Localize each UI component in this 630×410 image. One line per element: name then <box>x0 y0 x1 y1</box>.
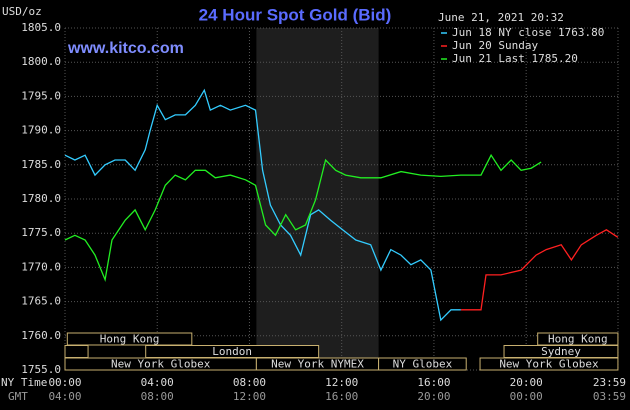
session-label: New York Globex <box>499 358 599 371</box>
session-label: New York Globex <box>111 358 211 371</box>
subtitle: www.kitco.com <box>67 40 184 57</box>
x2-tick-label: 03:59 <box>593 390 626 403</box>
x2-axis-label: GMT <box>8 390 28 403</box>
y-tick-label: 1795.0 <box>21 89 61 102</box>
x-tick-label: 08:00 <box>233 376 266 389</box>
session-label: NY Globex <box>393 358 453 371</box>
y-tick-label: 1785.0 <box>21 158 61 171</box>
y-tick-label: 1800.0 <box>21 55 61 68</box>
timestamp: June 21, 2021 20:32 <box>438 11 564 24</box>
y-tick-label: 1805.0 <box>21 21 61 34</box>
session-label: Hong Kong <box>548 333 608 346</box>
x2-tick-label: 12:00 <box>233 390 266 403</box>
y-tick-label: 1775.0 <box>21 226 61 239</box>
session-label: Hong Kong <box>100 333 160 346</box>
y-tick-label: 1770.0 <box>21 260 61 273</box>
x-tick-label: 00:00 <box>48 376 81 389</box>
price-line <box>64 153 542 283</box>
y-axis-label: USD/oz <box>2 5 42 18</box>
legend-label: Jun 20 Sunday <box>452 39 538 52</box>
y-tick-label: 1780.0 <box>21 192 61 205</box>
x2-tick-label: 00:00 <box>510 390 543 403</box>
x2-tick-label: 08:00 <box>141 390 174 403</box>
session-label: New York NYMEX <box>271 358 364 371</box>
price-line <box>460 229 619 311</box>
y-tick-label: 1765.0 <box>21 295 61 308</box>
session-label: London <box>212 345 252 358</box>
legend-label: Jun 18 NY close 1763.80 <box>452 26 604 39</box>
x2-tick-label: 16:00 <box>325 390 358 403</box>
session-box <box>479 357 619 371</box>
x-tick-label: 04:00 <box>141 376 174 389</box>
x-axis-label: NY Time <box>1 376 47 389</box>
x2-tick-label: 04:00 <box>48 390 81 403</box>
y-tick-label: 1790.0 <box>21 124 61 137</box>
chart-title: 24 Hour Spot Gold (Bid) <box>199 5 392 24</box>
x-tick-label: 16:00 <box>417 376 450 389</box>
x-tick-label: 12:00 <box>325 376 358 389</box>
session-label: Sydney <box>541 345 581 358</box>
x-tick-label: 20:00 <box>510 376 543 389</box>
session-box <box>378 357 467 371</box>
x2-tick-label: 20:00 <box>417 390 450 403</box>
session-box <box>66 332 193 346</box>
legend-label: Jun 21 Last 1785.20 <box>452 52 578 65</box>
price-line <box>64 88 461 322</box>
y-tick-label: 1755.0 <box>21 363 61 376</box>
y-tick-label: 1760.0 <box>21 329 61 342</box>
x-tick-label: 23:59 <box>593 376 626 389</box>
